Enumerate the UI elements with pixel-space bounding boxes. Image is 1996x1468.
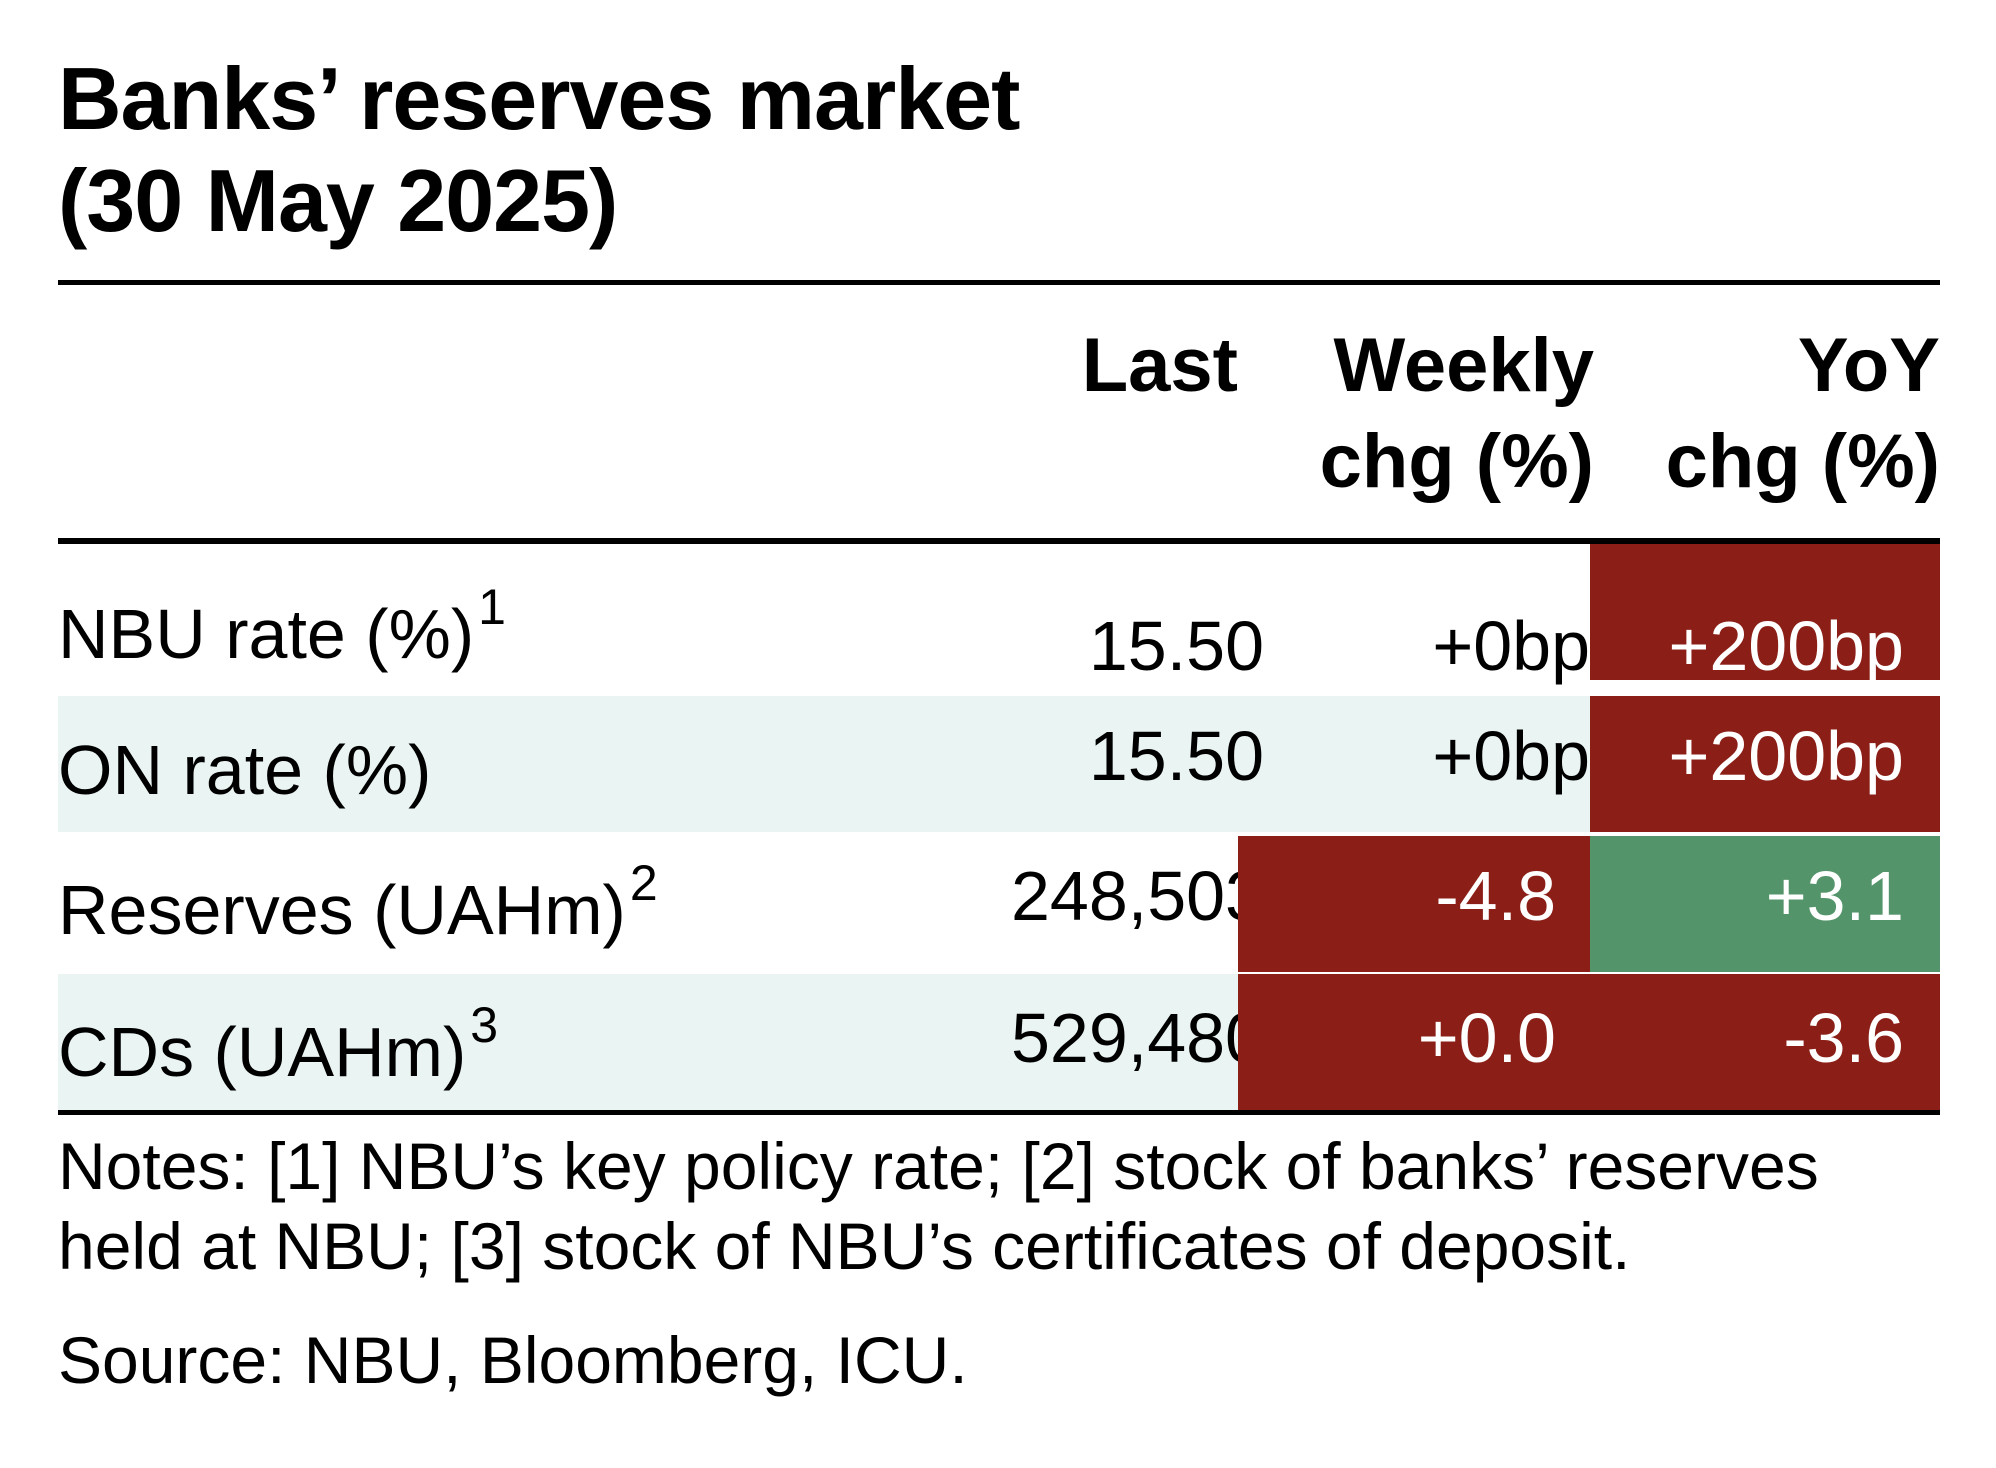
table-row-on-rate: ON rate (%) 15.50 +0bp +200bp <box>58 696 1940 832</box>
header-rule <box>58 538 1940 544</box>
row-label-cell: ON rate (%) <box>58 696 958 832</box>
yoy-value: +200bp <box>1668 607 1904 685</box>
last-value: 248,503 <box>1010 857 1264 935</box>
row-label: NBU rate (%) <box>58 595 475 673</box>
row-label: CDs (UAHm) <box>58 1013 467 1091</box>
weekly-value: +0.0 <box>1417 999 1556 1077</box>
table-row-nbu-rate: NBU rate (%)1 15.50 +0bp +200bp <box>58 544 1940 684</box>
header-weekly: Weekly chg (%) <box>1280 318 1594 510</box>
yoy-value: -3.6 <box>1783 999 1904 1077</box>
weekly-value: +0bp <box>1432 717 1590 795</box>
weekly-value: -4.8 <box>1435 857 1556 935</box>
last-value: 15.50 <box>1088 607 1264 685</box>
last-cell: 529,480 <box>1011 974 1264 1110</box>
header-yoy: YoY chg (%) <box>1630 318 1940 510</box>
row-label: Reserves (UAHm) <box>58 871 626 949</box>
notes-line-2: held at NBU; [3] stock of NBU’s certific… <box>58 1209 1631 1283</box>
yoy-cell-negative-fill: +200bp <box>1590 696 1940 832</box>
yoy-cell-negative-fill: +200bp <box>1590 544 1940 684</box>
last-cell: 15.50 <box>1038 544 1264 684</box>
last-value: 529,480 <box>1010 999 1264 1077</box>
weekly-cell-negative-fill: +0.0 <box>1238 974 1590 1110</box>
weekly-cell-negative-fill: -4.8 <box>1238 836 1590 972</box>
header-yoy-line-1: YoY <box>1797 323 1940 408</box>
header-last-line-1: Last <box>1081 323 1238 408</box>
row-label-cell: CDs (UAHm)3 <box>58 974 958 1110</box>
last-cell: 248,503 <box>1011 836 1264 972</box>
header-last: Last <box>1040 318 1238 414</box>
title-line-1: Banks’ reserves market <box>58 49 1020 148</box>
row-label-cell: Reserves (UAHm)2 <box>58 836 958 972</box>
yoy-value: +200bp <box>1668 717 1904 795</box>
header-yoy-line-2: chg (%) <box>1665 419 1940 504</box>
header-weekly-line-2: chg (%) <box>1319 419 1594 504</box>
title-line-2: (30 May 2025) <box>58 151 618 250</box>
row-label-cell: NBU rate (%)1 <box>58 544 958 680</box>
weekly-value: +0bp <box>1432 607 1590 685</box>
footnote-marker: 2 <box>629 855 658 911</box>
table-notes: Notes: [1] NBU’s key policy rate; [2] st… <box>58 1126 1938 1286</box>
last-value: 15.50 <box>1088 717 1264 795</box>
table-source: Source: NBU, Bloomberg, ICU. <box>58 1323 968 1397</box>
footnote-marker: 3 <box>470 997 499 1053</box>
row-label: ON rate (%) <box>58 731 432 809</box>
weekly-cell: +0bp <box>1238 544 1590 684</box>
weekly-cell: +0bp <box>1238 696 1590 832</box>
table-row-cds: CDs (UAHm)3 529,480 +0.0 -3.6 <box>58 974 1940 1110</box>
yoy-cell-negative-fill: -3.6 <box>1590 974 1940 1110</box>
table-title: Banks’ reserves market (30 May 2025) <box>58 48 1938 252</box>
yoy-cell-positive-fill: +3.1 <box>1590 836 1940 972</box>
last-cell: 15.50 <box>1038 696 1264 832</box>
table-row-reserves: Reserves (UAHm)2 248,503 -4.8 +3.1 <box>58 836 1940 972</box>
yoy-value: +3.1 <box>1765 857 1904 935</box>
top-rule <box>58 280 1940 285</box>
notes-line-1: Notes: [1] NBU’s key policy rate; [2] st… <box>58 1129 1819 1203</box>
header-weekly-line-1: Weekly <box>1333 323 1594 408</box>
footnote-marker: 1 <box>478 579 506 635</box>
bottom-rule <box>58 1110 1940 1115</box>
